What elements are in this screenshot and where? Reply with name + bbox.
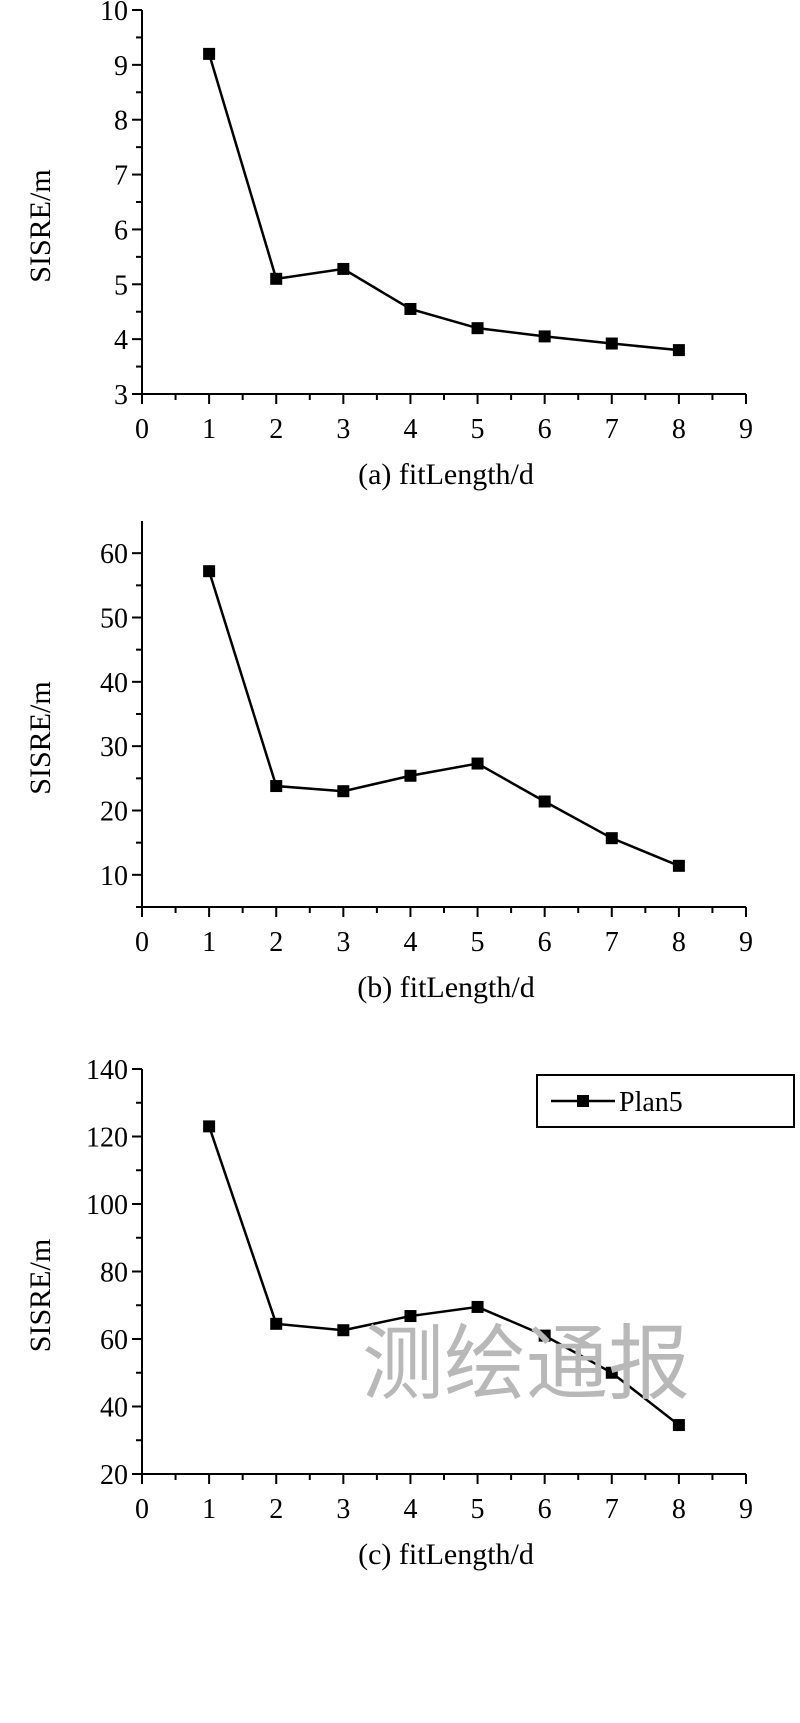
y-tick-label: 40 [100, 1393, 128, 1424]
data-point [404, 769, 417, 782]
y-tick-label: 60 [100, 539, 128, 570]
y-tick-label: 20 [100, 1460, 128, 1491]
watermark-text: 测绘通报 [362, 1317, 690, 1412]
legend-marker [577, 1095, 589, 1107]
x-tick-label: 5 [471, 1494, 485, 1525]
x-tick-label: 6 [538, 927, 552, 958]
x-tick-label: 4 [403, 927, 417, 958]
x-tick-label: 0 [135, 414, 149, 445]
data-point [404, 302, 417, 315]
y-tick-label: 140 [86, 1055, 128, 1086]
x-tick-label: 4 [403, 1494, 417, 1525]
y-tick-label: 7 [114, 161, 128, 192]
y-tick-label: 100 [86, 1190, 128, 1221]
data-point [605, 1366, 618, 1379]
x-tick-label: 2 [269, 1494, 283, 1525]
y-tick-label: 40 [100, 668, 128, 699]
x-tick-label: 1 [202, 1494, 216, 1525]
data-point [471, 322, 484, 335]
data-point [471, 757, 484, 770]
y-tick-label: 8 [114, 106, 128, 137]
legend-label: Plan5 [619, 1087, 683, 1118]
y-tick-label: 20 [100, 797, 128, 828]
x-tick-label: 6 [538, 414, 552, 445]
x-tick-label: 8 [672, 414, 686, 445]
y-tick-label: 4 [114, 325, 128, 356]
data-point [203, 1120, 216, 1133]
y-tick-label: 50 [100, 604, 128, 635]
x-axis-label: (c) fitLength/d [358, 1538, 534, 1571]
y-tick-label: 80 [100, 1258, 128, 1289]
data-point [672, 344, 685, 357]
chart-panel-2: 0 1 2 3 4 5 6 7 8 9 20 40 60 80 100 120 140 (c) fitLength… [24, 1055, 795, 1571]
y-tick-label: 3 [114, 380, 128, 411]
data-point [270, 272, 283, 285]
y-tick-label: 30 [100, 732, 128, 763]
x-tick-label: 3 [336, 927, 350, 958]
series-line [207, 53, 680, 352]
x-tick-label: 6 [538, 1494, 552, 1525]
data-point [471, 1300, 484, 1313]
data-point [203, 565, 216, 578]
data-point [672, 1419, 685, 1432]
series-line [207, 1125, 680, 1427]
data-point [270, 1317, 283, 1330]
x-tick-label: 0 [135, 1494, 149, 1525]
data-point [203, 47, 216, 60]
y-axis-label: SISRE/m [24, 169, 57, 282]
data-point [337, 1324, 350, 1337]
data-point [538, 795, 551, 808]
y-tick-label: 60 [100, 1325, 128, 1356]
x-tick-label: 8 [672, 1494, 686, 1525]
data-point [605, 337, 618, 350]
x-tick-label: 0 [135, 927, 149, 958]
data-point [337, 785, 350, 798]
data-point [538, 1329, 551, 1342]
x-tick-label: 3 [336, 414, 350, 445]
data-point [672, 859, 685, 872]
y-tick-label: 9 [114, 51, 128, 82]
y-tick-label: 10 [100, 861, 128, 892]
x-tick-label: 9 [739, 927, 753, 958]
x-tick-label: 8 [672, 927, 686, 958]
y-tick-label: 6 [114, 215, 128, 246]
x-tick-label: 4 [403, 414, 417, 445]
chart-panel-1: 0 1 2 3 4 5 6 7 8 9 10 20 30 40 50 60 (b) fitLength/d SIS… [24, 521, 753, 1004]
x-axis-label: (b) fitLength/d [357, 971, 534, 1004]
data-point [270, 780, 283, 793]
x-tick-label: 5 [471, 414, 485, 445]
data-point [404, 1310, 417, 1323]
y-tick-label: 5 [114, 270, 128, 301]
x-tick-label: 9 [739, 414, 753, 445]
y-tick-label: 120 [86, 1123, 128, 1154]
chart-panel-0: 0 1 2 3 4 5 6 7 8 9 3 4 5 6 7 8 9 10 (a) fitLength/d SISRE/… [24, 0, 753, 491]
x-tick-label: 1 [202, 927, 216, 958]
x-tick-label: 7 [605, 927, 619, 958]
series-line [207, 570, 680, 867]
x-tick-label: 7 [605, 1494, 619, 1525]
y-axis-label: SISRE/m [24, 1239, 57, 1352]
y-tick-label: 10 [100, 0, 128, 27]
x-tick-label: 2 [269, 414, 283, 445]
data-point [337, 262, 350, 275]
x-tick-label: 1 [202, 414, 216, 445]
x-tick-label: 7 [605, 414, 619, 445]
x-axis-label: (a) fitLength/d [358, 458, 534, 491]
x-tick-label: 3 [336, 1494, 350, 1525]
data-point [538, 330, 551, 343]
x-tick-label: 2 [269, 927, 283, 958]
data-point [605, 832, 618, 845]
y-axis-label: SISRE/m [24, 681, 57, 794]
x-tick-label: 9 [739, 1494, 753, 1525]
x-tick-label: 5 [471, 927, 485, 958]
